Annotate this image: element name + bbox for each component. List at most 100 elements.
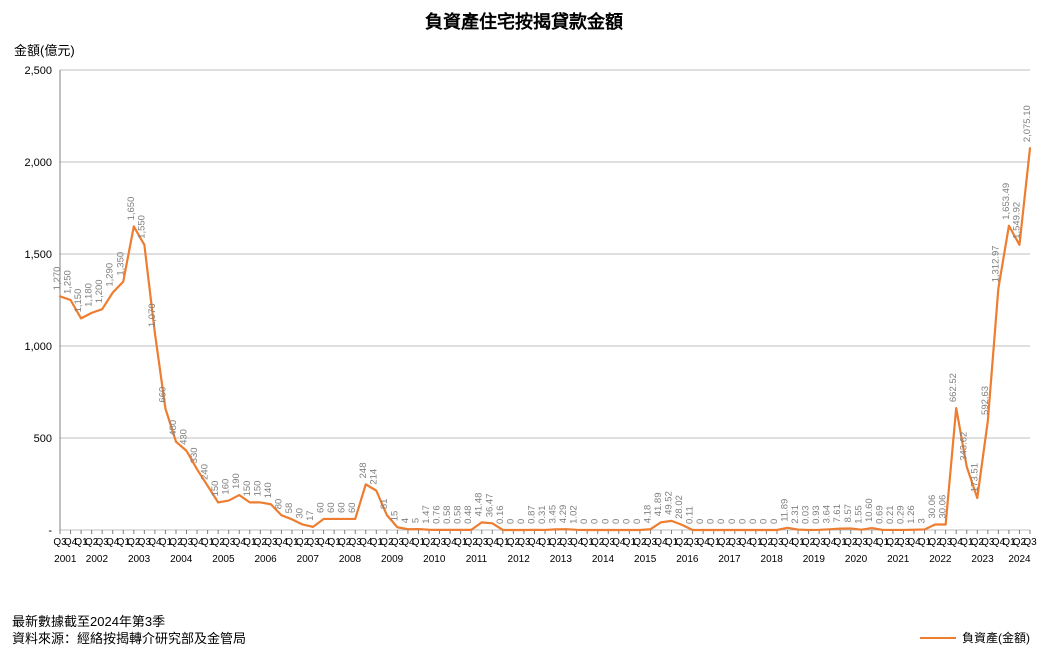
svg-text:17: 17 (305, 510, 316, 521)
svg-text:0.03: 0.03 (801, 505, 812, 524)
svg-text:Q3: Q3 (1023, 537, 1037, 548)
svg-text:2005: 2005 (212, 554, 235, 565)
svg-text:8.57: 8.57 (843, 504, 854, 523)
svg-text:214: 214 (368, 469, 379, 485)
svg-text:0: 0 (621, 519, 632, 524)
svg-text:190: 190 (231, 473, 242, 489)
svg-text:2001: 2001 (54, 554, 77, 565)
svg-text:0: 0 (516, 519, 527, 524)
svg-text:662.52: 662.52 (948, 373, 959, 402)
svg-text:0.29: 0.29 (895, 505, 906, 524)
svg-text:150: 150 (210, 481, 221, 497)
svg-text:4.29: 4.29 (558, 505, 569, 524)
svg-text:0: 0 (769, 519, 780, 524)
svg-text:3: 3 (917, 518, 928, 523)
svg-text:3.45: 3.45 (548, 505, 559, 524)
svg-text:2017: 2017 (718, 554, 741, 565)
svg-text:7.61: 7.61 (832, 504, 843, 523)
svg-text:1.02: 1.02 (569, 505, 580, 524)
svg-text:0.58: 0.58 (453, 505, 464, 524)
svg-text:41.48: 41.48 (474, 493, 485, 517)
legend-swatch (920, 637, 956, 639)
svg-text:1,180: 1,180 (84, 283, 95, 307)
svg-text:15: 15 (389, 511, 400, 522)
svg-text:11.89: 11.89 (780, 499, 791, 522)
svg-text:30.06: 30.06 (938, 495, 949, 519)
svg-text:500: 500 (34, 433, 52, 445)
chart-svg: -5001,0001,5002,0002,500Q3Q4Q1Q2Q3Q4Q1Q2… (0, 0, 1048, 660)
svg-text:2015: 2015 (634, 554, 657, 565)
svg-text:49.52: 49.52 (664, 491, 675, 515)
legend-label: 負資產(金額) (962, 629, 1030, 646)
svg-text:1,550: 1,550 (136, 215, 147, 239)
svg-text:2007: 2007 (297, 554, 320, 565)
svg-text:2022: 2022 (929, 554, 952, 565)
svg-text:2,075.10: 2,075.10 (1022, 105, 1033, 142)
svg-text:0: 0 (758, 519, 769, 524)
svg-text:0.58: 0.58 (442, 505, 453, 524)
svg-text:1,270: 1,270 (52, 267, 63, 291)
svg-text:140: 140 (263, 482, 274, 498)
svg-text:60: 60 (316, 502, 327, 513)
svg-text:1.26: 1.26 (906, 505, 917, 524)
svg-text:2014: 2014 (592, 554, 615, 565)
footnote-line-2: 資料來源：經絡按揭轉介研究部及金管局 (12, 631, 246, 648)
svg-text:1,200: 1,200 (94, 279, 105, 303)
svg-text:41.89: 41.89 (653, 493, 664, 517)
svg-text:2008: 2008 (339, 554, 362, 565)
svg-text:2010: 2010 (423, 554, 446, 565)
svg-text:0: 0 (716, 519, 727, 524)
svg-text:1,500: 1,500 (24, 249, 52, 261)
svg-text:160: 160 (221, 479, 232, 495)
svg-text:0.31: 0.31 (537, 505, 548, 524)
svg-text:173.51: 173.51 (969, 463, 980, 492)
svg-text:2009: 2009 (381, 554, 404, 565)
svg-text:3.64: 3.64 (822, 505, 833, 524)
svg-text:1,000: 1,000 (24, 341, 52, 353)
svg-text:0.11: 0.11 (685, 506, 696, 524)
svg-text:2024: 2024 (1008, 554, 1031, 565)
svg-text:58: 58 (284, 503, 295, 514)
svg-text:30: 30 (295, 508, 306, 519)
svg-text:430: 430 (179, 429, 190, 445)
svg-text:4: 4 (400, 518, 411, 523)
svg-text:1,650: 1,650 (126, 197, 137, 221)
svg-text:28.02: 28.02 (674, 495, 685, 519)
svg-text:1.55: 1.55 (853, 505, 864, 524)
svg-text:2018: 2018 (761, 554, 784, 565)
svg-text:2.31: 2.31 (790, 505, 801, 524)
svg-text:248: 248 (358, 463, 369, 479)
svg-text:80: 80 (273, 499, 284, 510)
svg-text:36.47: 36.47 (484, 494, 495, 518)
svg-text:0: 0 (748, 519, 759, 524)
svg-text:0: 0 (632, 519, 643, 524)
svg-text:81: 81 (379, 499, 390, 510)
svg-text:2004: 2004 (170, 554, 193, 565)
svg-text:0: 0 (737, 519, 748, 524)
svg-text:0.87: 0.87 (526, 505, 537, 524)
svg-text:1,290: 1,290 (105, 263, 116, 287)
svg-text:5: 5 (410, 518, 421, 523)
svg-text:2021: 2021 (887, 554, 910, 565)
svg-text:-: - (48, 525, 52, 537)
svg-text:60: 60 (337, 502, 348, 513)
svg-text:2023: 2023 (971, 554, 994, 565)
svg-text:1,312.97: 1,312.97 (990, 245, 1001, 282)
svg-text:2006: 2006 (254, 554, 277, 565)
svg-text:0: 0 (695, 519, 706, 524)
svg-text:480: 480 (168, 420, 179, 436)
svg-text:0: 0 (600, 519, 611, 524)
svg-text:2016: 2016 (676, 554, 699, 565)
svg-text:60: 60 (347, 502, 358, 513)
svg-text:0.69: 0.69 (874, 505, 885, 524)
svg-text:2013: 2013 (550, 554, 573, 565)
svg-text:0: 0 (727, 519, 738, 524)
svg-text:0.16: 0.16 (495, 505, 506, 523)
chart-legend: 負資產(金額) (920, 629, 1030, 646)
svg-text:0.48: 0.48 (463, 505, 474, 524)
svg-text:0: 0 (611, 519, 622, 524)
svg-text:4.18: 4.18 (642, 505, 653, 524)
svg-text:2019: 2019 (803, 554, 826, 565)
svg-text:0: 0 (590, 519, 601, 524)
svg-text:592.63: 592.63 (980, 386, 991, 415)
